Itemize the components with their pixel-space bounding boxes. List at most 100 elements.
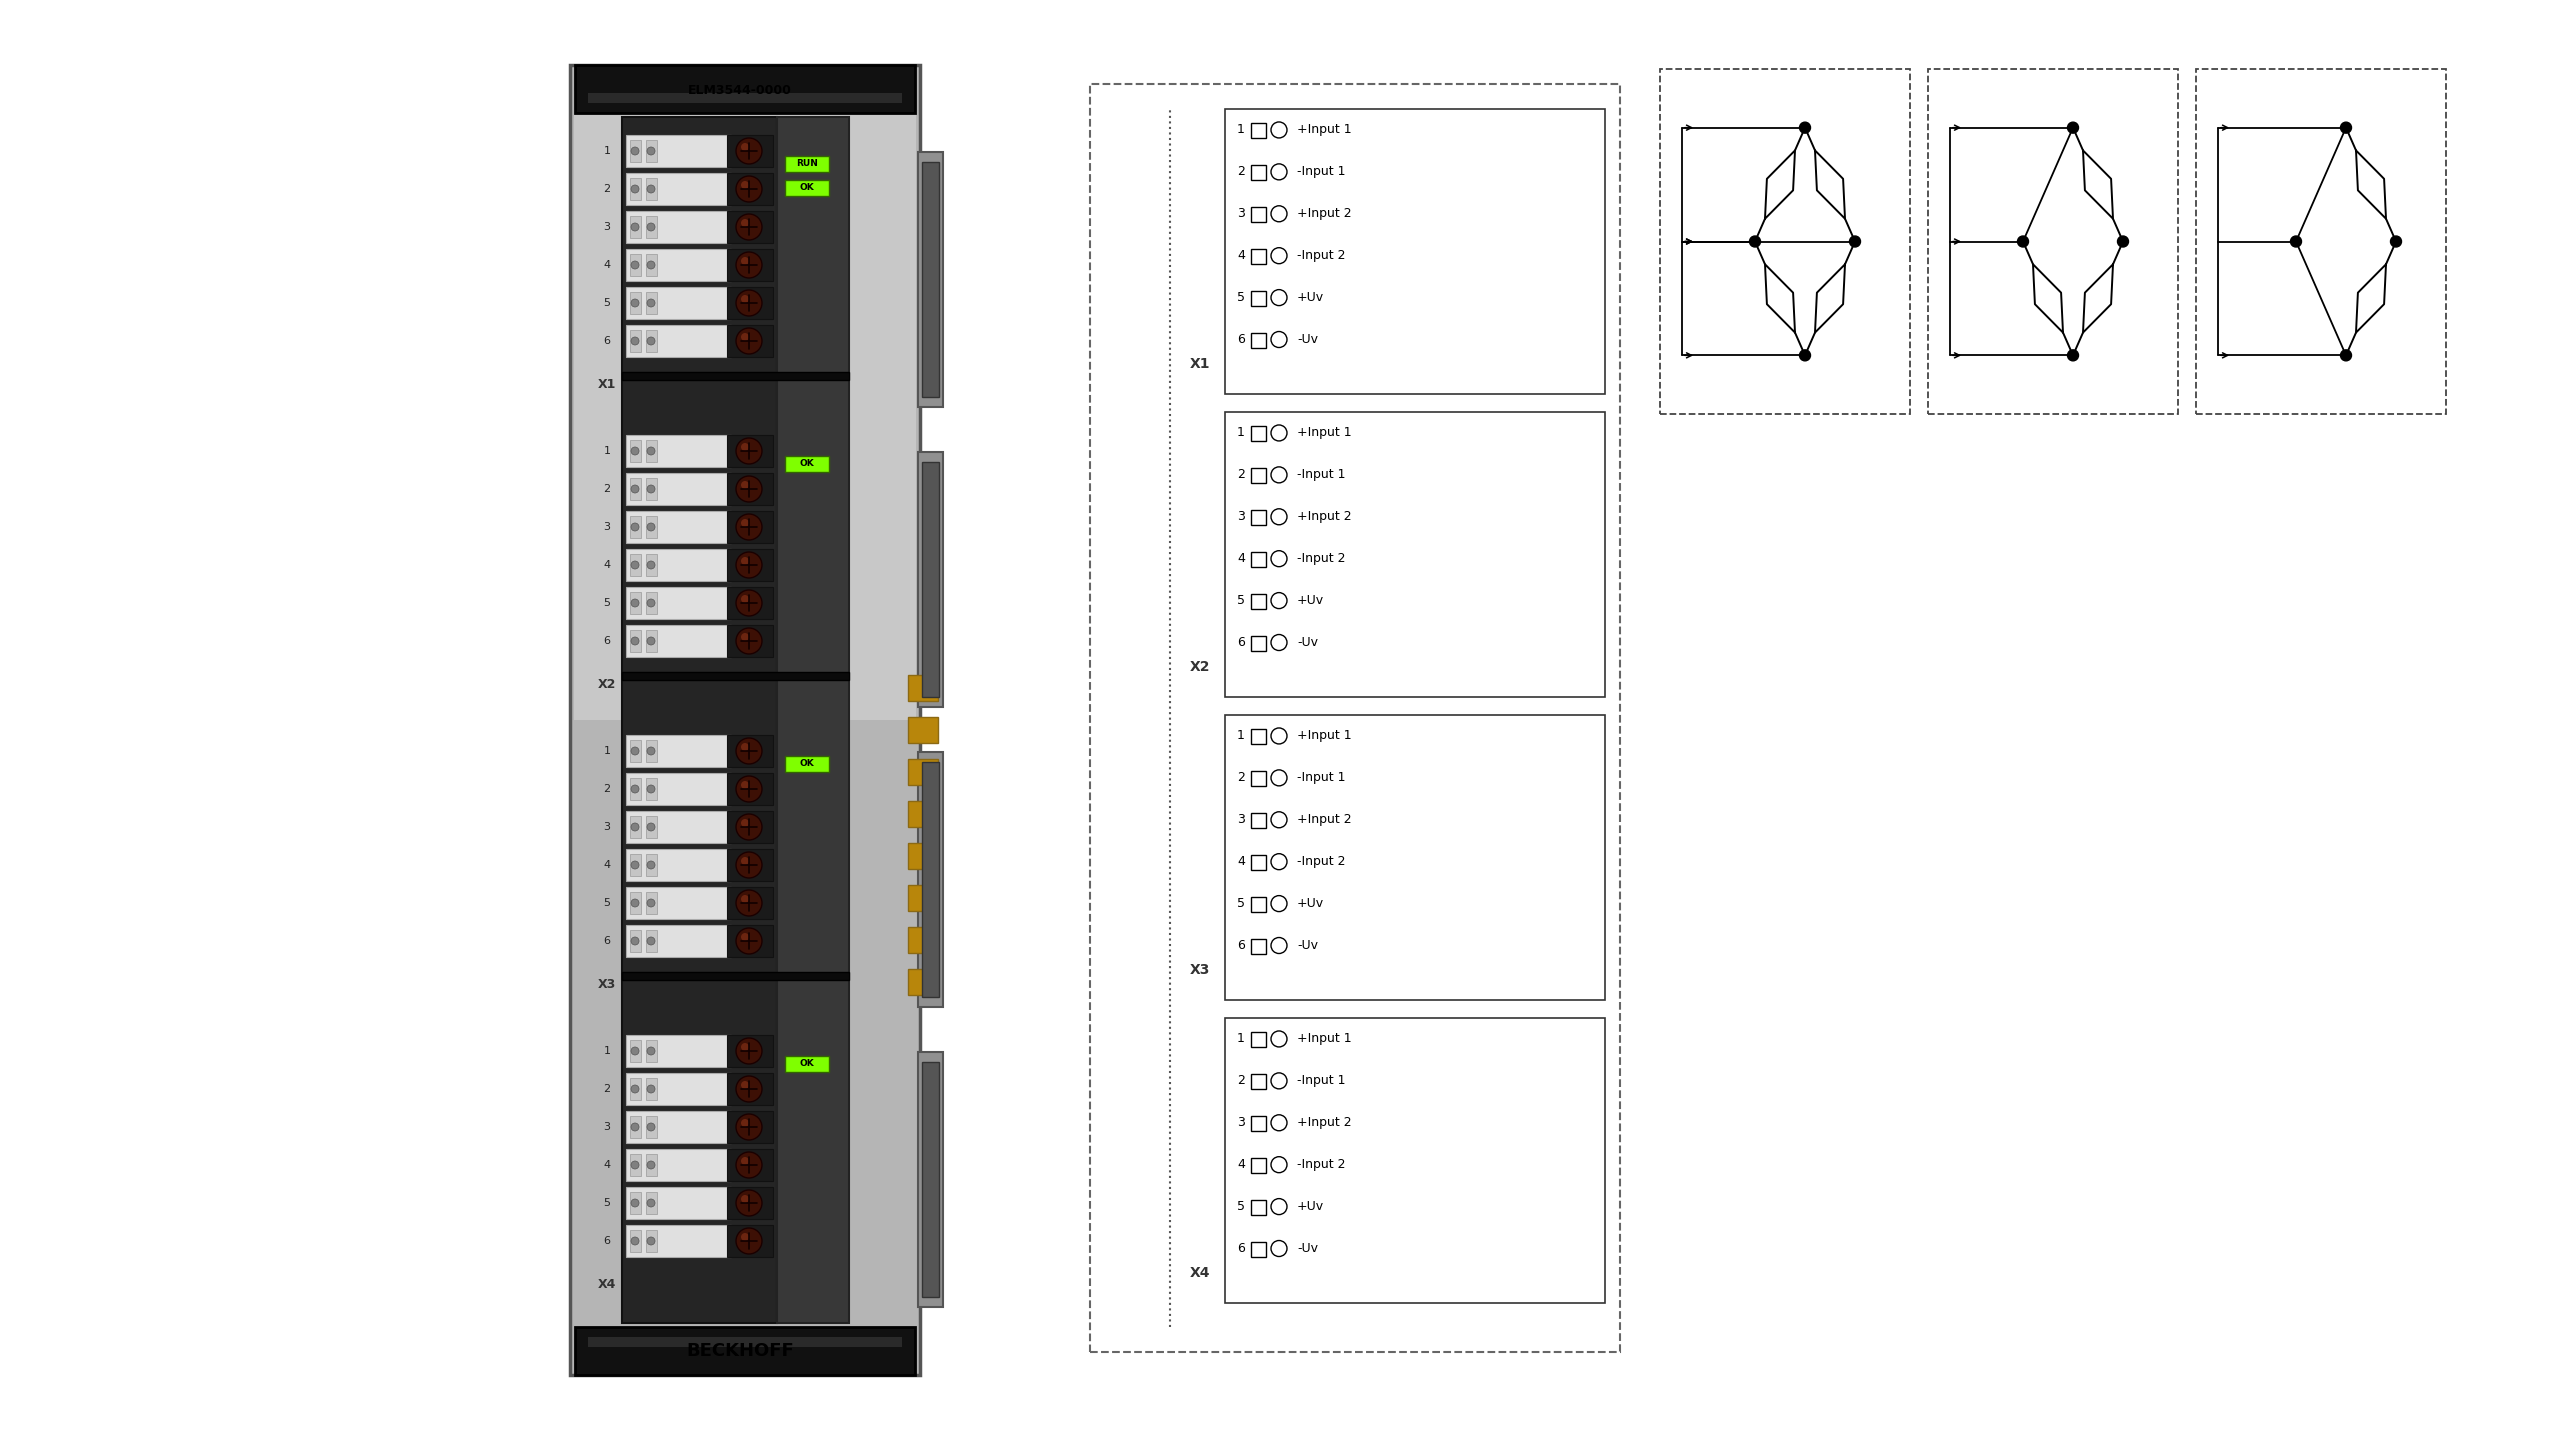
Bar bbox=[630, 816, 640, 838]
Bar bbox=[1252, 249, 1267, 264]
Bar bbox=[786, 156, 829, 171]
Circle shape bbox=[1270, 1031, 1288, 1047]
Circle shape bbox=[648, 1047, 655, 1056]
Circle shape bbox=[737, 514, 763, 540]
Text: 6: 6 bbox=[1236, 939, 1244, 952]
Text: +Input 1: +Input 1 bbox=[1298, 426, 1352, 439]
Bar bbox=[909, 886, 937, 912]
Bar bbox=[627, 435, 732, 467]
Bar bbox=[1091, 84, 1620, 1352]
Text: 3: 3 bbox=[1236, 207, 1244, 220]
Text: +Uv: +Uv bbox=[1298, 291, 1324, 304]
Circle shape bbox=[737, 438, 763, 464]
Circle shape bbox=[740, 518, 750, 527]
Text: +Input 2: +Input 2 bbox=[1298, 1116, 1352, 1129]
Bar bbox=[1252, 729, 1267, 744]
Text: 6: 6 bbox=[1236, 1243, 1244, 1256]
Circle shape bbox=[2391, 236, 2401, 248]
Circle shape bbox=[740, 743, 750, 752]
Text: -Uv: -Uv bbox=[1298, 333, 1318, 346]
Bar bbox=[1252, 1241, 1267, 1257]
Text: X1: X1 bbox=[1190, 357, 1211, 372]
Bar bbox=[630, 216, 640, 238]
Circle shape bbox=[737, 1228, 763, 1254]
Circle shape bbox=[648, 785, 655, 793]
Bar bbox=[627, 625, 732, 657]
Text: -Uv: -Uv bbox=[1298, 636, 1318, 649]
Circle shape bbox=[737, 552, 763, 577]
Text: +Input 2: +Input 2 bbox=[1298, 510, 1352, 523]
Circle shape bbox=[630, 261, 640, 269]
Text: 4: 4 bbox=[604, 1161, 612, 1169]
Bar bbox=[645, 740, 658, 762]
Circle shape bbox=[740, 1081, 750, 1089]
Circle shape bbox=[630, 861, 640, 868]
Circle shape bbox=[648, 184, 655, 193]
Circle shape bbox=[2340, 122, 2353, 132]
Bar bbox=[645, 1230, 658, 1251]
Circle shape bbox=[648, 147, 655, 156]
Bar bbox=[1252, 1200, 1267, 1214]
Circle shape bbox=[1270, 206, 1288, 222]
Circle shape bbox=[630, 147, 640, 156]
Bar bbox=[627, 549, 732, 580]
Circle shape bbox=[648, 937, 655, 945]
Circle shape bbox=[737, 328, 763, 354]
Bar bbox=[630, 292, 640, 314]
Bar bbox=[1252, 333, 1267, 347]
Bar bbox=[1928, 69, 2179, 415]
Circle shape bbox=[737, 215, 763, 240]
Circle shape bbox=[740, 1043, 750, 1051]
Bar bbox=[909, 801, 937, 827]
Bar bbox=[919, 752, 942, 1007]
Text: -Input 1: -Input 1 bbox=[1298, 166, 1347, 179]
Circle shape bbox=[648, 562, 655, 569]
Text: 3: 3 bbox=[1236, 510, 1244, 523]
Circle shape bbox=[648, 747, 655, 755]
Bar bbox=[909, 759, 937, 785]
Text: 5: 5 bbox=[1236, 897, 1244, 910]
Text: 1: 1 bbox=[604, 446, 609, 456]
Circle shape bbox=[648, 446, 655, 455]
Circle shape bbox=[630, 1237, 640, 1246]
Circle shape bbox=[1270, 289, 1288, 305]
Bar bbox=[645, 1153, 658, 1176]
Text: 1: 1 bbox=[1236, 730, 1244, 743]
Circle shape bbox=[648, 1200, 655, 1207]
Circle shape bbox=[1270, 854, 1288, 870]
Circle shape bbox=[737, 289, 763, 315]
Text: 4: 4 bbox=[1236, 855, 1244, 868]
Circle shape bbox=[737, 176, 763, 202]
Bar bbox=[727, 1149, 773, 1181]
Bar bbox=[630, 740, 640, 762]
Text: X4: X4 bbox=[1190, 1266, 1211, 1280]
Circle shape bbox=[1800, 122, 1810, 132]
Text: 3: 3 bbox=[1236, 814, 1244, 827]
Bar bbox=[786, 180, 829, 196]
Circle shape bbox=[648, 300, 655, 307]
Circle shape bbox=[630, 223, 640, 230]
Bar bbox=[645, 930, 658, 952]
Circle shape bbox=[630, 747, 640, 755]
Bar bbox=[645, 478, 658, 500]
Circle shape bbox=[1270, 1073, 1288, 1089]
Text: -Uv: -Uv bbox=[1298, 939, 1318, 952]
Circle shape bbox=[740, 444, 750, 451]
Circle shape bbox=[740, 557, 750, 564]
Bar bbox=[645, 253, 658, 276]
Bar bbox=[909, 927, 937, 953]
Bar bbox=[627, 1149, 732, 1181]
Bar bbox=[1226, 716, 1605, 999]
Bar bbox=[778, 117, 850, 1323]
Bar bbox=[645, 1192, 658, 1214]
Bar bbox=[630, 1230, 640, 1251]
Circle shape bbox=[740, 780, 750, 789]
Circle shape bbox=[740, 333, 750, 341]
Bar bbox=[573, 91, 916, 720]
Bar bbox=[627, 1187, 732, 1220]
Text: 1: 1 bbox=[1236, 1032, 1244, 1045]
Bar bbox=[627, 924, 732, 958]
Text: X2: X2 bbox=[599, 677, 617, 691]
Bar bbox=[727, 1035, 773, 1067]
Circle shape bbox=[1270, 593, 1288, 609]
